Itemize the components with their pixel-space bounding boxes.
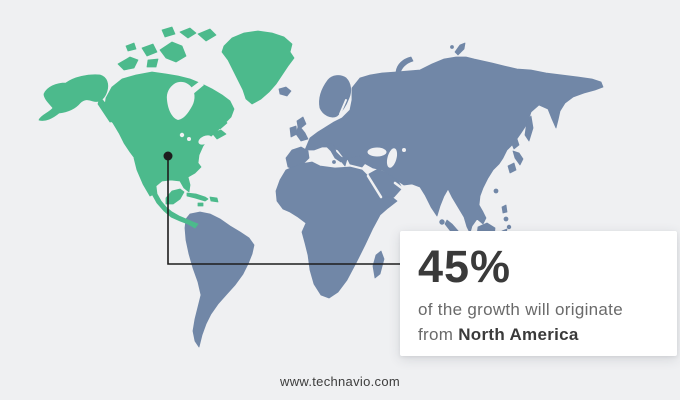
callout-value: 45% xyxy=(418,241,512,292)
map-marker-dot xyxy=(163,151,173,161)
callout-line2: from North America xyxy=(418,324,677,347)
callout-line2-prefix: from xyxy=(418,324,459,344)
connector-line xyxy=(163,151,403,265)
callout-region-name: North America xyxy=(458,324,579,344)
ocean-lakes-overlay xyxy=(166,81,406,199)
callout-line1: of the growth will originate xyxy=(418,300,623,319)
footer-url: www.technavio.com xyxy=(280,374,400,389)
region-north-america xyxy=(38,26,295,229)
callout-card: 45% of the growth will originate from No… xyxy=(400,231,677,356)
region-rest-of-world xyxy=(184,42,604,348)
